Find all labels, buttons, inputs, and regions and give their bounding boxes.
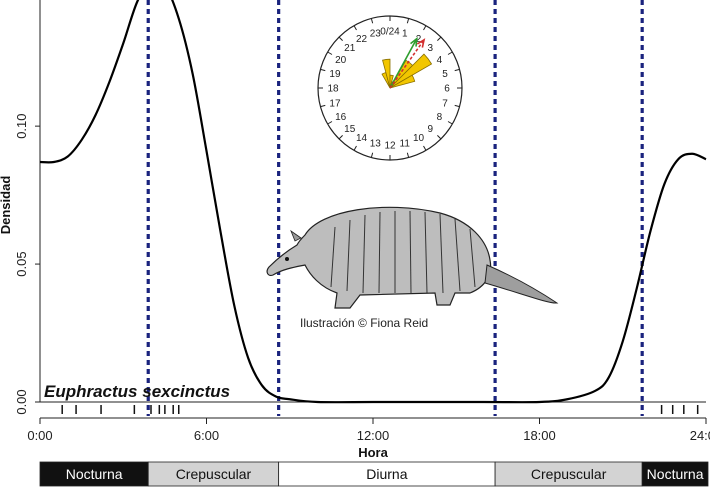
clock-tick-9 <box>437 135 442 140</box>
clock-tick-11 <box>406 152 410 158</box>
clock-hour-0: 0/24 <box>380 27 400 38</box>
clock-hour-9: 9 <box>428 124 434 135</box>
x-tick-label-0: 0:00 <box>27 428 52 443</box>
clock-hour-13: 13 <box>370 139 382 150</box>
species-name: Euphractus sexcinctus <box>44 382 230 401</box>
mean-arrow-head-0 <box>410 36 418 47</box>
clock-ticks <box>318 16 462 160</box>
clock-hour-20: 20 <box>335 55 347 66</box>
clock-tick-4 <box>447 51 453 55</box>
x-axis-title: Hora <box>358 445 388 460</box>
y-axis-title: Densidad <box>0 176 13 235</box>
y-tick-label-1: 0.05 <box>14 251 29 276</box>
clock-hour-12: 12 <box>384 141 396 152</box>
rose-bar-5 <box>389 53 433 89</box>
band-4 <box>641 461 709 487</box>
band-label-1: Crepuscular <box>176 466 252 482</box>
y-tick-label-0: 0.00 <box>14 389 29 414</box>
band-3 <box>494 461 643 487</box>
density-curve <box>39 0 707 404</box>
clock-tick-7 <box>454 104 460 108</box>
mean-arrow-0 <box>389 38 418 89</box>
clock-hour-22: 22 <box>356 34 368 45</box>
period-divider-lines <box>146 0 644 416</box>
armadillo-illustration <box>266 206 559 309</box>
clock-tick-22 <box>353 25 357 31</box>
period-bands: Nocturna Crepuscular Diurna Crepuscular Noct… <box>39 461 709 487</box>
clock-hour-18: 18 <box>327 84 339 95</box>
density-curve-group <box>39 0 707 404</box>
band-1 <box>147 461 280 487</box>
clock-tick-8 <box>447 121 453 125</box>
clock-rose-bars <box>381 53 433 89</box>
clock-hour-15: 15 <box>344 124 356 135</box>
clock-tick-21 <box>338 36 343 41</box>
clock-tick-2 <box>423 25 427 31</box>
clock-hour-23: 23 <box>370 28 382 39</box>
band-2 <box>278 461 496 487</box>
band-label-4: Nocturna <box>647 466 704 482</box>
band-0 <box>39 461 149 487</box>
circular-activity-clock: 0/24 123456789101112131415161718192021222… <box>317 15 463 161</box>
y-tick-label-2: 0.10 <box>14 113 29 138</box>
mean-arrow-head-1 <box>416 38 426 48</box>
clock-mean-arrows <box>389 36 426 89</box>
clock-tick-3 <box>437 36 442 41</box>
clock-hour-16: 16 <box>335 112 347 123</box>
x-tick-label-4: 24:00 <box>690 428 710 443</box>
clock-hour-4: 4 <box>437 55 443 66</box>
clock-hour-7: 7 <box>442 98 448 109</box>
clock-tick-10 <box>423 145 427 151</box>
rose-bar-6 <box>389 74 416 89</box>
clock-hour-10: 10 <box>413 133 425 144</box>
x-tick-label-3: 18:00 <box>523 428 556 443</box>
clock-hour-17: 17 <box>329 98 341 109</box>
clock-tick-13 <box>370 152 374 158</box>
y-axis: 0.00 0.05 0.10 Densidad <box>0 113 40 415</box>
clock-hour-8: 8 <box>437 112 443 123</box>
x-axis: 0:00 6:00 12:00 18:00 24:00 Hora <box>27 417 710 460</box>
illustration-credit: Ilustración © Fiona Reid <box>300 316 428 330</box>
clock-hour-21: 21 <box>344 43 356 54</box>
band-label-2: Diurna <box>366 466 407 482</box>
rug-ticks <box>61 405 699 414</box>
clock-hour-11: 11 <box>400 139 411 150</box>
x-tick-label-2: 12:00 <box>357 428 390 443</box>
clock-hour-3: 3 <box>428 43 434 54</box>
clock-tick-15 <box>338 135 343 140</box>
clock-tick-19 <box>320 68 326 72</box>
clock-tick-14 <box>353 145 357 151</box>
clock-hour-5: 5 <box>442 69 448 80</box>
clock-hour-14: 14 <box>356 133 368 144</box>
clock-hour-2: 2 <box>416 34 422 45</box>
clock-tick-23 <box>370 18 374 24</box>
band-label-3: Crepuscular <box>531 466 607 482</box>
clock-tick-5 <box>454 68 460 72</box>
band-label-0: Nocturna <box>66 466 123 482</box>
rose-bar-1 <box>382 58 391 89</box>
clock-tick-20 <box>327 51 333 55</box>
x-tick-label-1: 6:00 <box>194 428 219 443</box>
clock-tick-17 <box>320 104 326 108</box>
clock-hour-6: 6 <box>444 84 450 95</box>
clock-tick-1 <box>406 18 410 24</box>
clock-hour-1: 1 <box>402 28 408 39</box>
clock-tick-16 <box>327 121 333 125</box>
clock-hour-labels: 0/24 123456789101112131415161718192021222… <box>327 27 450 152</box>
clock-hour-19: 19 <box>329 69 341 80</box>
